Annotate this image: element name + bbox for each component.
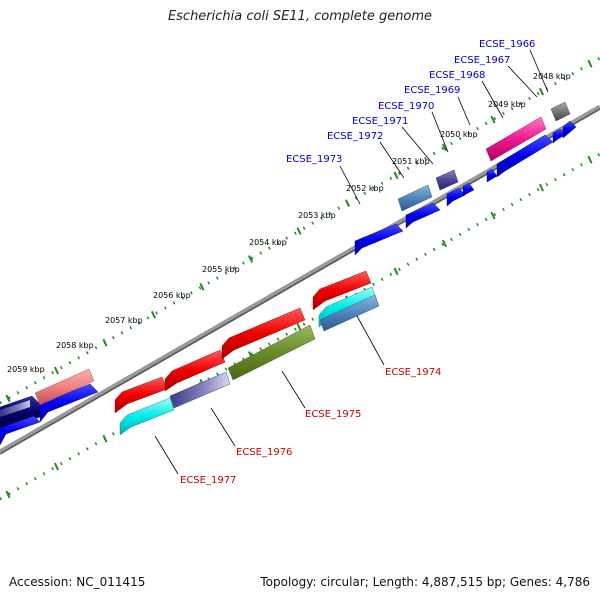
major-tick (247, 255, 254, 263)
reverse-genes (114, 270, 380, 436)
major-tick (393, 171, 399, 180)
major-tick (53, 366, 60, 375)
gene-arrow[interactable] (39, 383, 99, 423)
major-tick (102, 338, 108, 347)
kbp-labels: 2048 kbp 2049 kbp 2050 kbp 2051 kbp 2052… (7, 72, 571, 374)
kbp-label: 2056 kbp (153, 291, 191, 300)
gene-arrow[interactable] (119, 397, 175, 436)
gene-arrow[interactable] (405, 202, 441, 229)
gene-label[interactable]: ECSE_1966 (479, 39, 535, 50)
gene-label[interactable]: ECSE_1967 (454, 55, 510, 66)
major-tick (587, 155, 593, 164)
major-tick (150, 310, 157, 319)
gene-box[interactable] (550, 101, 571, 122)
kbp-label: 2048 kbp (533, 72, 571, 81)
major-tick (296, 227, 302, 235)
gene-arrow[interactable] (312, 270, 372, 311)
gene-label[interactable]: ECSE_1976 (236, 447, 292, 458)
gene-box[interactable] (485, 116, 547, 162)
major-tick (393, 267, 399, 276)
gene-arrow[interactable] (221, 307, 306, 360)
forward-genes (0, 101, 577, 446)
gene-box[interactable] (34, 368, 95, 406)
kbp-label: 2054 kbp (249, 238, 287, 247)
gene-box[interactable] (227, 324, 316, 381)
map-title: Escherichia coli SE11, complete genome (167, 9, 433, 24)
gene-arrow[interactable] (552, 128, 566, 144)
kbp-label: 2051 kbp (392, 157, 430, 166)
gene-box[interactable] (397, 184, 433, 212)
kbp-label: 2053 kbp (298, 211, 336, 220)
inner-tick-ring (0, 152, 600, 501)
gene-arrow[interactable] (496, 134, 554, 178)
gene-arrow[interactable] (486, 168, 498, 183)
gene-label[interactable]: ECSE_1973 (286, 154, 342, 165)
gene-arrow[interactable] (354, 223, 404, 256)
gene-box[interactable] (169, 371, 231, 409)
major-tick (538, 183, 545, 192)
kbp-label: 2055 kbp (202, 265, 240, 274)
major-tick (5, 394, 11, 403)
gene-label[interactable]: ECSE_1969 (404, 85, 460, 96)
kbp-label: 2059 kbp (7, 365, 45, 374)
major-tick (587, 59, 593, 68)
major-tick (344, 199, 351, 208)
gene-box[interactable] (435, 169, 459, 191)
major-tick (490, 115, 496, 124)
kbp-label: 2057 kbp (105, 316, 143, 325)
gene-arrow[interactable] (164, 349, 226, 392)
reverse-gene-labels: ECSE_1974 ECSE_1975 ECSE_1976 ECSE_1977 (180, 367, 441, 486)
kbp-label: 2058 kbp (56, 341, 94, 350)
major-tick (199, 283, 205, 291)
kbp-label: 2052 kbp (346, 184, 384, 193)
gene-label[interactable]: ECSE_1971 (352, 116, 408, 127)
major-tick (490, 211, 496, 220)
leader-lines (154, 49, 549, 475)
major-tick (441, 239, 448, 248)
major-tick (538, 87, 545, 96)
gene-label[interactable]: ECSE_1975 (305, 409, 361, 420)
gene-arrow[interactable] (0, 400, 30, 417)
gene-label[interactable]: ECSE_1968 (429, 70, 485, 81)
major-tick (296, 323, 302, 331)
major-tick (102, 434, 108, 443)
gene-label[interactable]: ECSE_1970 (378, 101, 434, 112)
outer-tick-ring (0, 56, 600, 405)
gene-arrow[interactable] (0, 415, 41, 446)
gene-label[interactable]: ECSE_1977 (180, 475, 236, 486)
accession-text: Accession: NC_011415 (9, 575, 146, 589)
gene-label[interactable]: ECSE_1972 (327, 131, 383, 142)
gene-arrow[interactable] (462, 182, 475, 197)
major-tick (441, 143, 448, 152)
gene-arrow[interactable] (446, 187, 466, 207)
major-tick (5, 490, 11, 499)
genome-summary-text: Topology: circular; Length: 4,887,515 bp… (260, 575, 590, 589)
major-ticks (5, 59, 593, 499)
major-tick (53, 462, 60, 471)
kbp-label: 2050 kbp (440, 130, 478, 139)
kbp-label: 2049 kbp (488, 100, 526, 109)
gene-box[interactable] (319, 294, 380, 332)
gene-label[interactable]: ECSE_1974 (385, 367, 441, 378)
gene-arrow[interactable] (562, 120, 577, 139)
forward-gene-labels: ECSE_1966 ECSE_1967 ECSE_1968 ECSE_1969 … (286, 39, 535, 165)
